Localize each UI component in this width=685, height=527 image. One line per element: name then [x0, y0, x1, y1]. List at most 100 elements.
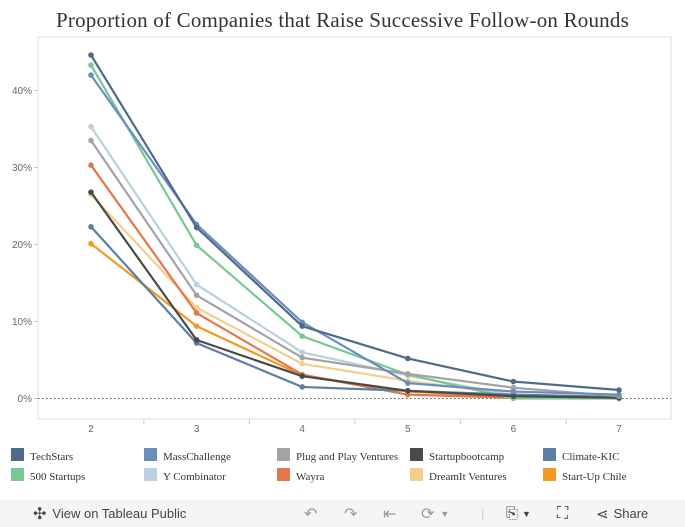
- legend-label: Y Combinator: [163, 471, 226, 483]
- legend-item[interactable]: Wayra: [277, 467, 325, 483]
- series-line: [90, 74, 620, 396]
- data-point: [616, 387, 622, 393]
- data-point: [88, 137, 94, 144]
- share-button[interactable]: ⋖ Share: [596, 500, 648, 527]
- series-500-startups: [88, 62, 622, 402]
- refresh-icon[interactable]: ⟳ ▼: [421, 505, 450, 523]
- data-point: [88, 62, 94, 68]
- legend-label: Wayra: [296, 471, 325, 483]
- data-point: [299, 349, 306, 356]
- data-point: [510, 378, 517, 385]
- x-tick-label: 3: [194, 424, 200, 435]
- chevron-down-icon: ▼: [440, 508, 450, 519]
- legend-item[interactable]: Climate-KIC: [543, 447, 620, 463]
- legend-swatch: [11, 467, 24, 481]
- data-point: [405, 380, 411, 386]
- series-line: [90, 193, 620, 399]
- legend-swatch: [543, 467, 556, 481]
- legend-item[interactable]: Startupbootcamp: [410, 447, 505, 463]
- legend-item[interactable]: Start-Up Chile: [543, 467, 627, 483]
- data-point: [88, 52, 94, 58]
- legend-item[interactable]: 500 Startups: [11, 467, 86, 483]
- fullscreen-icon[interactable]: ⛶: [557, 504, 569, 522]
- series-line: [90, 191, 620, 399]
- x-tick-label: 7: [616, 424, 622, 435]
- series-startupbootcamp: [88, 189, 622, 401]
- data-point: [299, 333, 306, 339]
- legend-label: Plug and Play Ventures: [296, 451, 399, 463]
- legend-item[interactable]: DreamIt Ventures: [410, 467, 507, 483]
- data-point: [510, 393, 517, 399]
- data-point: [510, 388, 517, 395]
- share-icon: ⋖: [596, 505, 609, 523]
- y-tick-label: 0%: [18, 394, 33, 405]
- data-point: [510, 384, 517, 391]
- series-line: [90, 242, 620, 400]
- download-icon[interactable]: ⎘ ▼: [506, 505, 531, 522]
- series-masschallenge: [88, 72, 622, 398]
- legend-swatch: [144, 467, 157, 481]
- data-point: [193, 304, 200, 311]
- chart-title: Proportion of Companies that Raise Succe…: [56, 8, 629, 32]
- data-point: [405, 388, 411, 394]
- legend-swatch: [144, 447, 157, 461]
- revert-icon[interactable]: ⇤: [383, 505, 397, 523]
- y-tick-label: 40%: [12, 86, 32, 97]
- legend-swatch: [410, 467, 423, 481]
- data-point: [193, 281, 200, 288]
- view-on-tableau-label: View on Tableau Public: [52, 506, 187, 521]
- y-tick-label: 20%: [12, 240, 32, 251]
- series-start-up-chile: [88, 240, 622, 402]
- divider: |: [481, 506, 485, 521]
- legend-swatch: [11, 447, 24, 461]
- legend-label: Startupbootcamp: [429, 451, 505, 463]
- data-point: [193, 323, 200, 329]
- data-point: [193, 242, 200, 249]
- legend-label: DreamIt Ventures: [429, 471, 507, 483]
- undo-icon[interactable]: ↶: [304, 505, 318, 523]
- legend-label: MassChallenge: [163, 451, 231, 463]
- share-label: Share: [613, 506, 649, 521]
- data-point: [299, 384, 306, 390]
- x-tick-label: 5: [405, 424, 411, 435]
- legend-label: Start-Up Chile: [562, 471, 627, 483]
- legend-item[interactable]: TechStars: [11, 447, 74, 463]
- series-y-combinator: [88, 123, 622, 400]
- legend-item[interactable]: MassChallenge: [144, 447, 231, 463]
- data-point: [299, 323, 306, 329]
- series-dreamit-ventures: [88, 191, 622, 401]
- data-point: [405, 371, 411, 377]
- y-tick-label: 10%: [12, 317, 32, 328]
- series-plug-and-play-ventures: [88, 137, 622, 399]
- data-point: [88, 162, 94, 168]
- toolbar: ✣ View on Tableau Public ↶ ↷ ⇤ ⟳ ▼ | ⎘ ▼ ⛶…: [0, 500, 685, 527]
- legend-swatch: [410, 447, 423, 461]
- data-point: [405, 355, 411, 362]
- legend-label: Climate-KIC: [562, 451, 620, 463]
- data-point: [88, 240, 94, 247]
- legend-swatch: [277, 447, 290, 461]
- data-point: [193, 310, 200, 316]
- line-chart: 0% 10% 20% 30% 40% 2 3 4 5 6 7: [12, 36, 672, 435]
- x-tick-label: 2: [88, 424, 94, 435]
- series-line: [90, 139, 620, 398]
- data-point: [299, 354, 306, 361]
- legend-swatch: [277, 467, 290, 481]
- series-techstars: [88, 52, 622, 393]
- data-point: [88, 123, 94, 130]
- series-line: [90, 54, 620, 392]
- plot-frame: [37, 36, 672, 420]
- data-point: [299, 373, 306, 379]
- redo-icon[interactable]: ↷: [344, 505, 358, 523]
- data-point: [193, 224, 200, 231]
- data-point: [88, 223, 94, 230]
- legend-label: TechStars: [30, 451, 74, 463]
- data-point: [88, 189, 94, 195]
- legend-item[interactable]: Plug and Play Ventures: [277, 447, 399, 463]
- series-line: [90, 64, 619, 400]
- legend-item[interactable]: Y Combinator: [144, 467, 226, 483]
- data-point: [88, 72, 94, 78]
- view-on-tableau-button[interactable]: ✣ View on Tableau Public: [33, 500, 186, 527]
- legend-label: 500 Startups: [30, 471, 86, 483]
- x-tick-label: 4: [299, 424, 305, 435]
